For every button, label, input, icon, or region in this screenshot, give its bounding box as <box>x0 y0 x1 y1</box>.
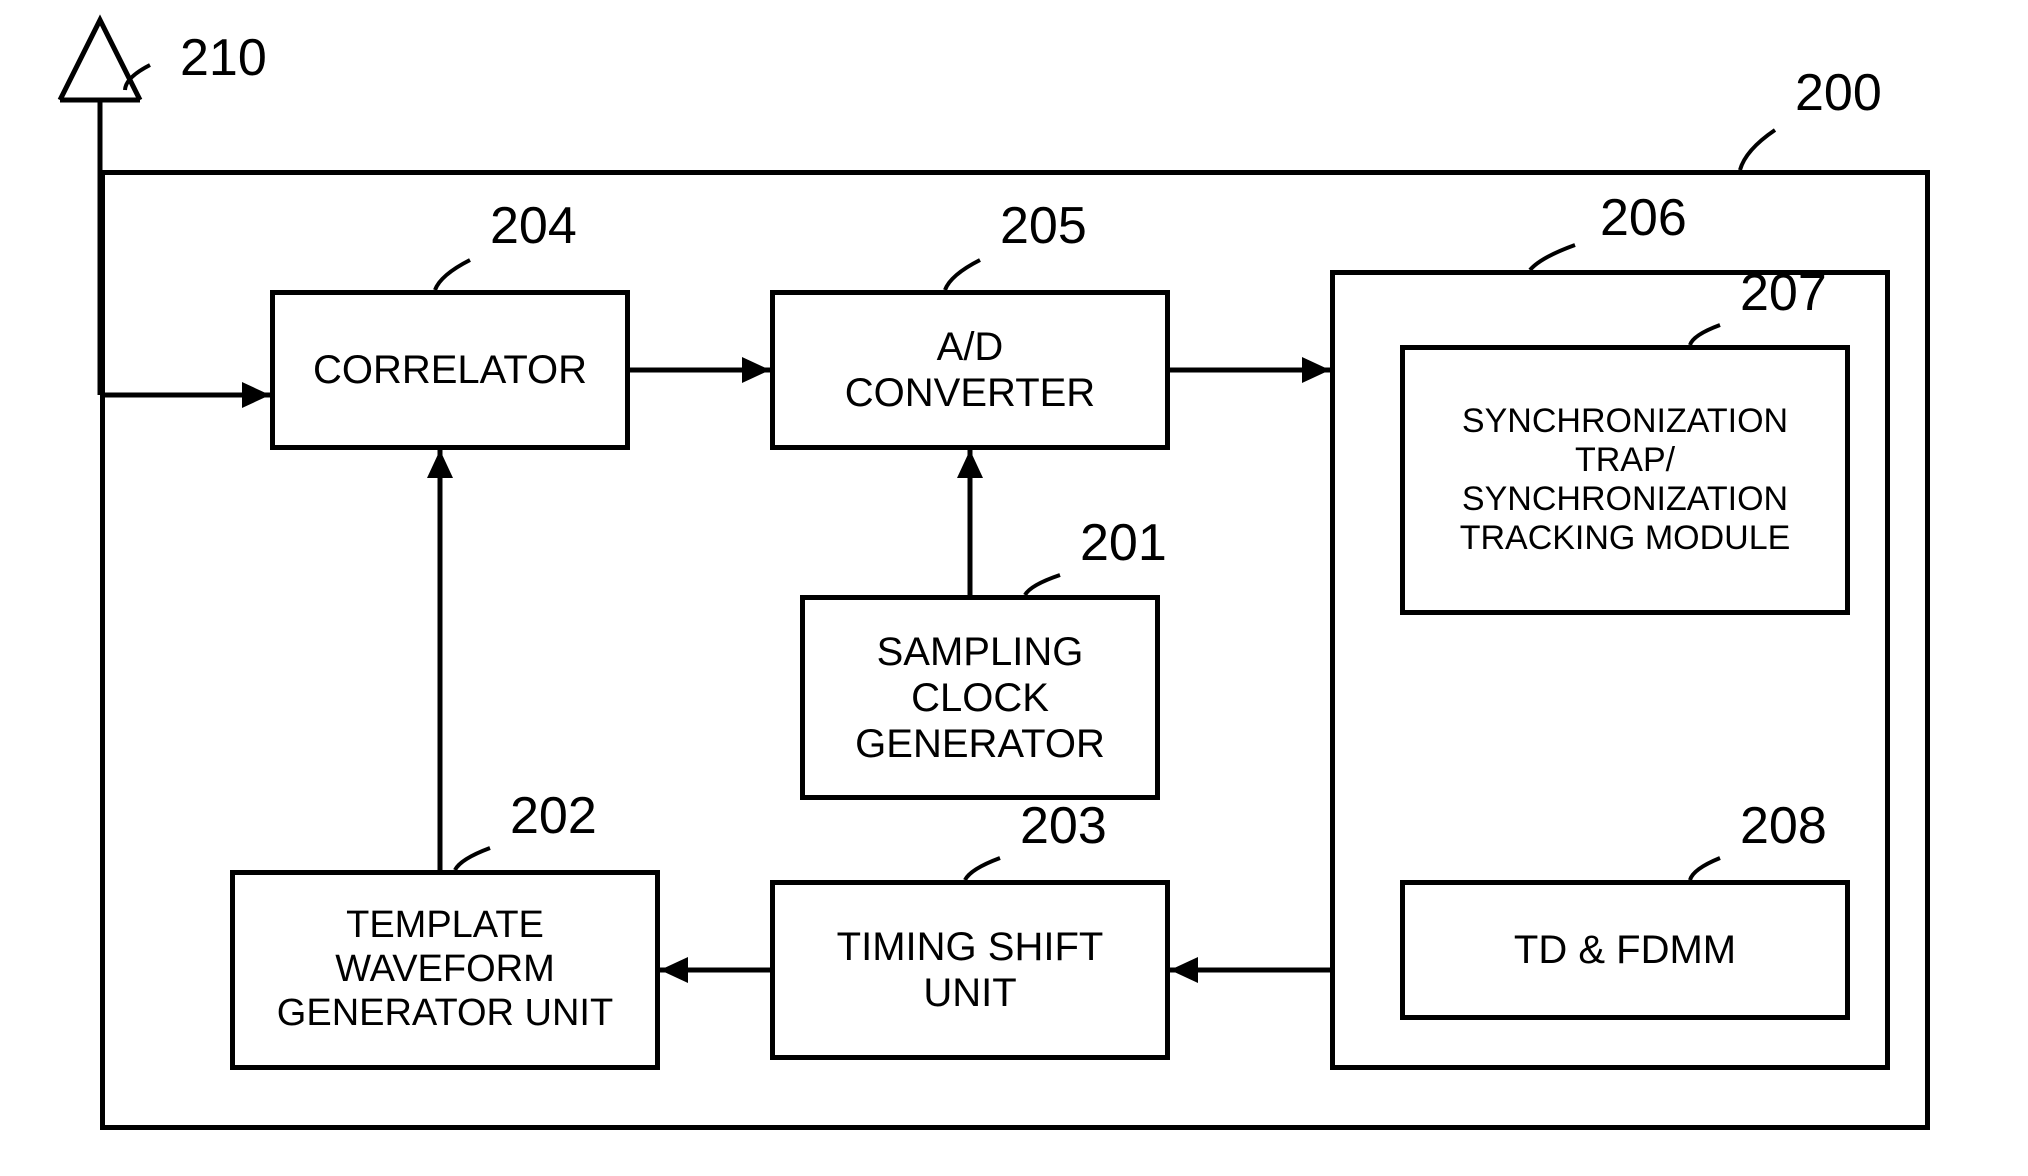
ref-202: 202 <box>510 786 597 846</box>
block-label: TIMING SHIFTUNIT <box>837 924 1104 1016</box>
ref-206: 206 <box>1600 188 1687 248</box>
adc-205: A/DCONVERTER <box>770 290 1170 450</box>
ref-203: 203 <box>1020 796 1107 856</box>
block-label: SAMPLINGCLOCKGENERATOR <box>855 629 1105 767</box>
block-label: TD & FDMM <box>1514 927 1736 973</box>
block-label: A/DCONVERTER <box>845 324 1095 416</box>
timing-shift-203: TIMING SHIFTUNIT <box>770 880 1170 1060</box>
ref-210: 210 <box>180 28 267 88</box>
ref-205: 205 <box>1000 196 1087 256</box>
template-waveform-202: TEMPLATEWAVEFORMGENERATOR UNIT <box>230 870 660 1070</box>
td-fdmm-208: TD & FDMM <box>1400 880 1850 1020</box>
sampling-clock-201: SAMPLINGCLOCKGENERATOR <box>800 595 1160 800</box>
ref-201: 201 <box>1080 513 1167 573</box>
ref-207: 207 <box>1740 263 1827 323</box>
sync-207: SYNCHRONIZATIONTRAP/SYNCHRONIZATIONTRACK… <box>1400 345 1850 615</box>
ref-204: 204 <box>490 196 577 256</box>
ref-208: 208 <box>1740 796 1827 856</box>
correlator-204: CORRELATOR <box>270 290 630 450</box>
block-label: CORRELATOR <box>313 347 587 393</box>
diagram-canvas: CORRELATOR A/DCONVERTER SYNCHRONIZATIONT… <box>0 0 2028 1176</box>
block-label: TEMPLATEWAVEFORMGENERATOR UNIT <box>277 904 613 1035</box>
ref-200: 200 <box>1795 63 1882 123</box>
block-label: SYNCHRONIZATIONTRAP/SYNCHRONIZATIONTRACK… <box>1460 402 1791 558</box>
